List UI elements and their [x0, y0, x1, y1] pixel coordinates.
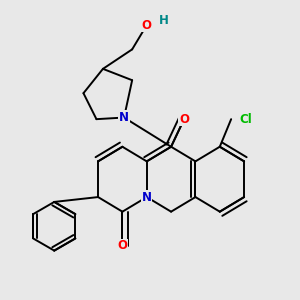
- Text: O: O: [179, 113, 189, 126]
- Text: O: O: [142, 19, 152, 32]
- Text: H: H: [159, 14, 169, 27]
- Text: N: N: [119, 111, 129, 124]
- Text: O: O: [117, 239, 128, 252]
- Text: N: N: [142, 190, 152, 204]
- Text: Cl: Cl: [239, 113, 252, 126]
